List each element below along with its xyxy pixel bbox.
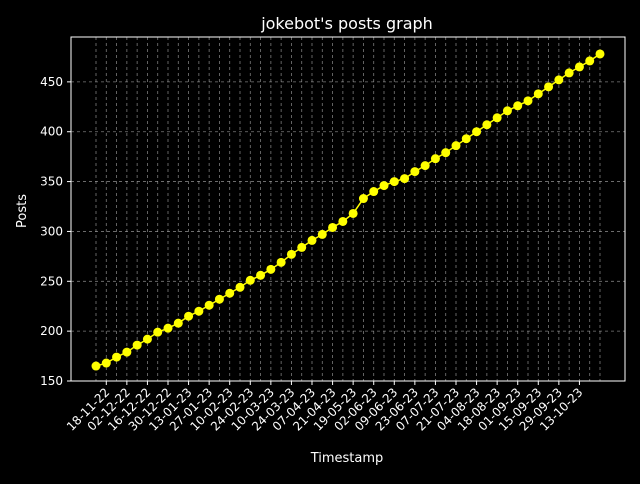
data-point: [348, 208, 358, 218]
data-point: [544, 82, 554, 92]
data-point: [122, 347, 132, 357]
data-point: [472, 127, 482, 137]
data-point: [317, 229, 327, 239]
data-point: [430, 154, 440, 164]
data-point: [163, 323, 173, 333]
data-point: [256, 270, 266, 280]
data-point: [410, 167, 420, 177]
data-point: [533, 89, 543, 99]
data-point: [461, 134, 471, 144]
data-point: [245, 275, 255, 285]
data-point: [369, 187, 379, 197]
data-point: [184, 311, 194, 321]
data-point: [112, 352, 122, 362]
data-point: [204, 300, 214, 310]
data-point: [91, 361, 101, 371]
data-point: [523, 96, 533, 106]
data-point: [214, 294, 224, 304]
data-point: [153, 327, 163, 337]
data-point: [564, 68, 574, 78]
chart-title: jokebot's posts graph: [260, 14, 433, 33]
axes: [67, 36, 626, 385]
data-point: [358, 194, 368, 204]
data-point: [502, 106, 512, 116]
data-point: [420, 161, 430, 171]
data-point: [286, 249, 296, 259]
data-point: [276, 257, 286, 267]
y-tick-label: 400: [40, 125, 63, 139]
y-tick-label: 300: [40, 224, 63, 238]
data-point: [173, 318, 183, 328]
data-point: [513, 101, 523, 111]
data-point: [297, 242, 307, 252]
data-point: [379, 181, 389, 191]
y-tick-label: 350: [40, 175, 63, 189]
data-point: [585, 56, 595, 66]
y-tick-label: 250: [40, 274, 63, 288]
data-point: [492, 113, 502, 123]
data-point: [235, 282, 245, 292]
data-point: [482, 120, 492, 130]
y-tick-label: 200: [40, 324, 63, 338]
data-point: [389, 177, 399, 187]
data-point: [307, 235, 317, 245]
plot-frame: [70, 36, 626, 382]
data-point: [266, 264, 276, 274]
data-point: [225, 288, 235, 298]
data-point: [194, 306, 204, 316]
data-point: [400, 174, 410, 184]
data-point: [554, 75, 564, 85]
y-tick-label: 450: [40, 75, 63, 89]
data-point: [451, 141, 461, 151]
data-point: [142, 334, 152, 344]
y-axis-label: Posts: [15, 194, 30, 228]
data-point: [132, 340, 142, 350]
data-point: [574, 62, 584, 72]
data-point: [441, 148, 451, 158]
data-series: [91, 49, 605, 371]
data-point: [338, 216, 348, 226]
x-axis-label: Timestamp: [310, 451, 384, 466]
data-point: [328, 222, 338, 232]
data-point: [101, 358, 111, 368]
y-tick-label: 150: [40, 374, 63, 388]
data-point: [595, 49, 605, 59]
